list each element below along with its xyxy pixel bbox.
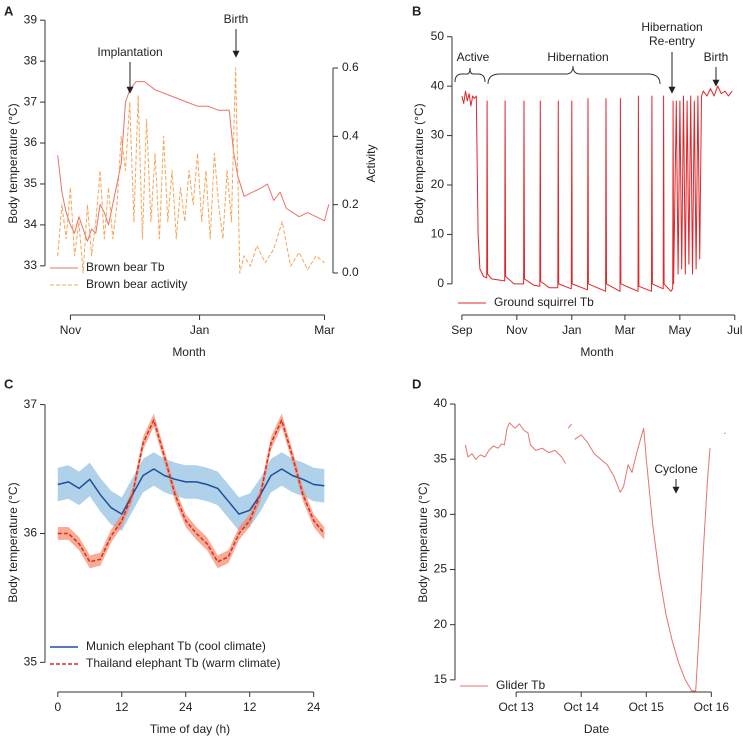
- legend-label: Ground squirrel Tb: [494, 295, 594, 309]
- y2-tick-label: 0.2: [342, 197, 359, 211]
- y-axis-label: Body temperature (°C): [6, 103, 20, 223]
- x-axis-label: Month: [172, 345, 205, 359]
- x-tick-label: Oct 13: [498, 700, 534, 714]
- data-line: [57, 81, 330, 242]
- data-line: [461, 85, 733, 292]
- annotation: Implantation: [97, 45, 162, 59]
- x-axis-label: Month: [580, 345, 613, 359]
- y2-axis-label: Activity: [364, 144, 378, 182]
- x-tick-label: Nov: [60, 323, 81, 337]
- y-tick-label: 34: [24, 217, 38, 231]
- y-tick-label: 36: [24, 135, 38, 149]
- x-tick-label: Sep: [451, 323, 473, 337]
- y2-tick-label: 0.0: [342, 265, 359, 279]
- data-line: [57, 419, 325, 563]
- y-axis-label: Body temperature (°C): [416, 482, 430, 602]
- y-tick-label: 35: [434, 451, 448, 465]
- brace-hibernation: [487, 65, 661, 85]
- annotation-line: Re-entry: [649, 34, 695, 48]
- y-axis-label: Body temperature (°C): [412, 103, 426, 223]
- data-line: [567, 423, 572, 429]
- x-tick-label: Jul: [727, 323, 742, 337]
- y-tick-label: 37: [24, 397, 38, 411]
- x-axis-label: Date: [584, 722, 610, 736]
- legend-label: Brown bear Tb: [86, 260, 165, 274]
- y-tick-label: 20: [434, 617, 448, 631]
- x-axis-label: Time of day (h): [150, 722, 230, 736]
- y-tick-label: 39: [24, 12, 38, 26]
- x-tick-label: May: [669, 323, 692, 337]
- annotation: Cyclone: [654, 462, 698, 476]
- y-tick-label: 35: [24, 176, 38, 190]
- panel-letter: D: [412, 376, 421, 391]
- annotation: Active: [457, 50, 490, 64]
- y2-tick-label: 0.4: [342, 129, 359, 143]
- x-tick-label: Mar: [615, 323, 636, 337]
- panel-letter: C: [4, 376, 14, 391]
- x-tick-label: 24: [179, 700, 193, 714]
- panel-letter: B: [412, 3, 421, 18]
- y-tick-label: 40: [434, 396, 448, 410]
- annotation: Birth: [224, 12, 249, 26]
- y-tick-label: 30: [434, 507, 448, 521]
- y-tick-label: 0: [437, 276, 444, 290]
- y-tick-label: 20: [431, 177, 445, 191]
- panel-letter: A: [4, 3, 14, 18]
- legend-label: Thailand elephant Tb (warm climate): [86, 656, 281, 670]
- x-tick-label: Mar: [314, 323, 335, 337]
- y-tick-label: 35: [24, 655, 38, 669]
- y-axis-label: Body temperature (°C): [6, 482, 20, 602]
- data-line: [57, 468, 325, 515]
- x-tick-label: Oct 15: [629, 700, 665, 714]
- y-tick-label: 33: [24, 258, 38, 272]
- data-line: [574, 427, 711, 692]
- x-tick-label: 0: [54, 700, 61, 714]
- data-line: [723, 432, 726, 435]
- annotation: Hibernation: [547, 50, 608, 64]
- annotation: Hibernation Re-entry: [641, 20, 702, 48]
- x-tick-label: 24: [307, 700, 321, 714]
- legend-label: Brown bear activity: [86, 277, 187, 291]
- data-line: [464, 422, 567, 464]
- y-tick-label: 30: [431, 128, 445, 142]
- y-tick-label: 37: [24, 94, 38, 108]
- annotation-line: Hibernation: [641, 20, 702, 34]
- y-tick-label: 40: [431, 78, 445, 92]
- y2-tick-label: 0.6: [342, 60, 359, 74]
- data-line: [57, 67, 325, 274]
- y-tick-label: 36: [24, 526, 38, 540]
- legend-label: Munich elephant Tb (cool climate): [86, 639, 266, 653]
- brace-active: [454, 67, 486, 83]
- y-tick-label: 38: [24, 53, 38, 67]
- legend-label: Glider Tb: [496, 678, 545, 692]
- x-tick-label: Jan: [190, 323, 209, 337]
- annotation: Birth: [704, 50, 729, 64]
- y-tick-label: 10: [431, 227, 445, 241]
- y-tick-label: 50: [431, 29, 445, 43]
- x-tick-label: 12: [243, 700, 257, 714]
- x-tick-label: Oct 16: [694, 700, 730, 714]
- x-tick-label: Oct 14: [564, 700, 600, 714]
- error-band: [57, 413, 325, 569]
- y-tick-label: 25: [434, 562, 448, 576]
- y-tick-label: 15: [434, 672, 448, 686]
- x-tick-label: Nov: [506, 323, 527, 337]
- x-tick-label: Jan: [562, 323, 581, 337]
- x-tick-label: 12: [115, 700, 129, 714]
